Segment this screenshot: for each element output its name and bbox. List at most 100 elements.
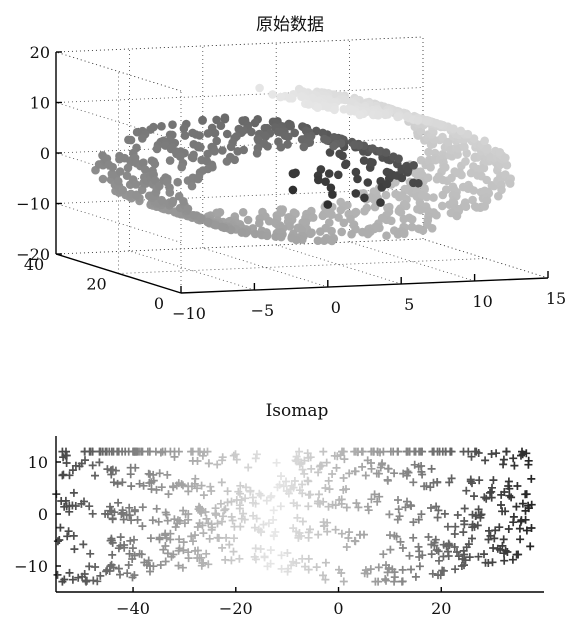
box-edge [56,37,423,52]
data-point [189,457,197,465]
data-point [110,478,118,486]
data-point [211,129,220,138]
data-point [206,483,214,491]
data-point [207,487,215,495]
data-point [509,556,517,564]
data-point [499,460,507,468]
data-point [328,190,337,199]
data-point [488,494,496,502]
data-point [200,491,208,499]
data-point [523,490,531,498]
data-point [340,455,348,463]
data-point [358,463,366,471]
data-point [360,194,369,203]
data-point [118,478,126,486]
data-point [277,143,286,152]
data-point [114,499,122,507]
data-point [203,515,211,523]
data-point [382,148,391,157]
data-point [219,512,227,520]
data-point [181,131,190,140]
data-point [156,469,164,477]
data-point [350,141,359,150]
data-point [426,163,435,172]
data-point [325,169,334,178]
data-point [341,161,350,170]
data-point [314,176,323,185]
data-point [368,144,377,153]
data-point [448,448,456,456]
data-point [320,236,329,245]
data-point [163,471,171,479]
data-point [244,216,253,225]
z-tick-label: 0 [40,144,50,163]
data-point [409,478,417,486]
data-point [436,120,445,129]
data-point [166,536,174,544]
data-point [86,550,94,558]
data-point [406,552,414,560]
data-point [435,557,443,565]
data-point [384,477,392,485]
data-point [115,565,123,573]
data-point [217,121,226,130]
data-point [461,157,470,166]
data-point [378,459,386,467]
x-tick-label: 15 [546,289,566,308]
data-point [261,132,270,141]
data-point [338,152,347,161]
data-point [238,228,247,237]
data-point [457,127,466,136]
data-point [505,525,513,533]
data-point [239,146,248,155]
data-point [375,563,383,571]
data-point [394,154,403,163]
data-point [469,186,478,195]
data-point [399,577,407,585]
data-point [423,117,432,126]
data-point [409,534,417,542]
data-point [427,504,435,512]
data-point [114,177,123,186]
data-point [382,191,391,200]
x-tick-label: 5 [404,295,414,314]
data-point [118,186,127,195]
data-point [438,202,447,211]
data-point [54,537,62,545]
data-point [263,232,272,241]
data-point [91,472,99,480]
data-point [54,571,62,579]
data-point [340,219,349,228]
data-point [334,171,343,180]
data-point [390,469,398,477]
data-point [419,226,428,235]
data-point [208,163,217,172]
data-point [305,555,313,563]
data-point [144,448,152,456]
data-point [247,128,256,137]
data-point [322,559,330,567]
data-point [309,213,318,222]
data-point [138,134,147,143]
data-point [276,93,285,102]
data-point [475,476,483,484]
data-point [429,570,437,578]
data-point [457,171,466,180]
data-point [149,516,157,524]
data-point [173,178,182,187]
data-point [328,470,336,478]
data-point [212,511,220,519]
data-point [284,133,293,142]
data-point [453,212,462,221]
data-point [252,544,260,552]
data-point [65,527,73,535]
data-point [223,130,232,139]
y-axis [56,254,181,293]
data-point [517,518,525,526]
data-point [156,535,164,543]
data-point [415,543,423,551]
data-point [510,462,518,470]
data-point [202,550,210,558]
x-tick-label: 0 [331,298,341,317]
x-tick-label: −10 [172,304,206,323]
